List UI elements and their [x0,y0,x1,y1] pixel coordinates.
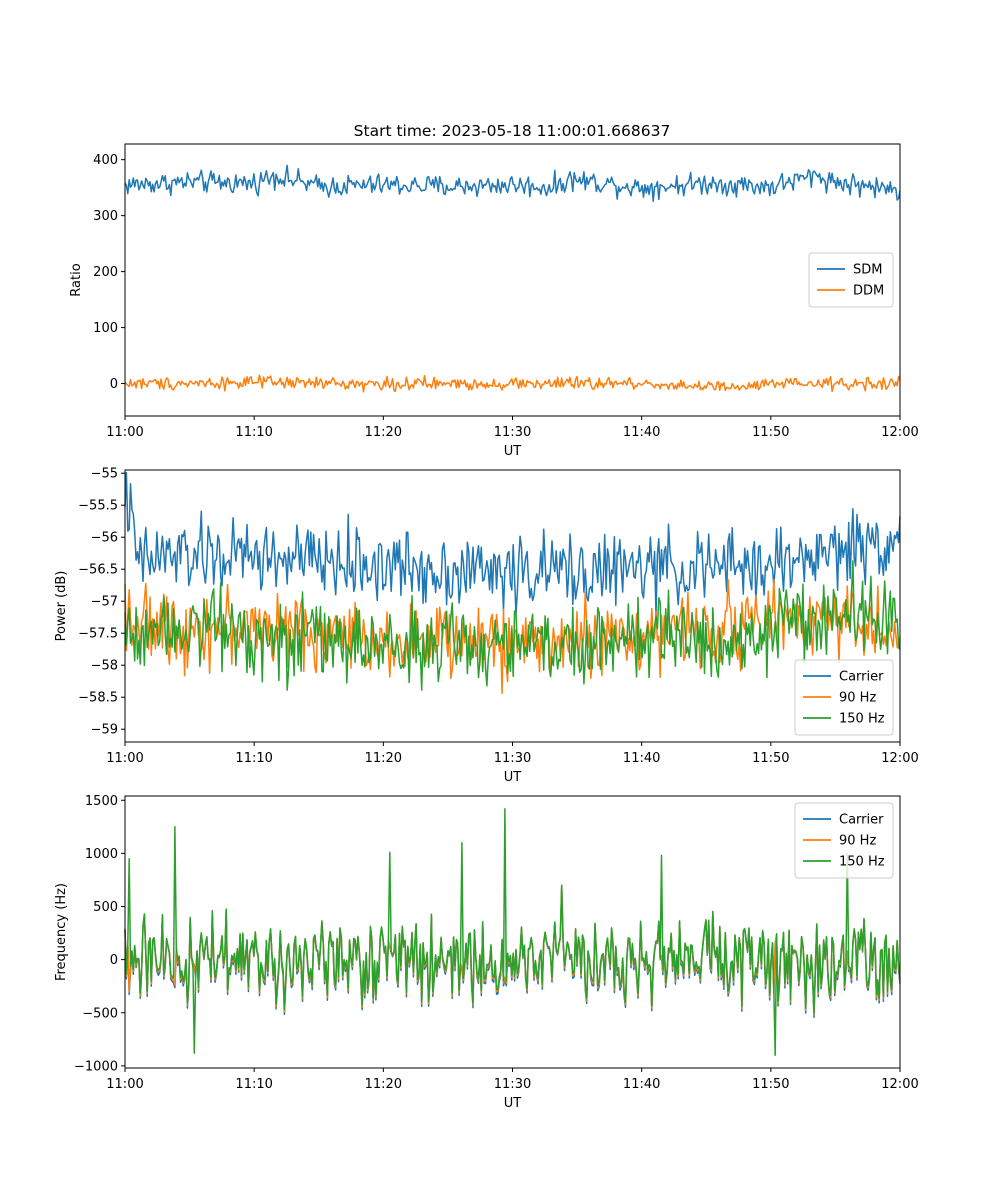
legend-entry: 90 Hz [839,691,876,706]
x-tick-label: 11:30 [494,425,531,440]
x-tick-label: 11:10 [235,425,272,440]
y-tick-label: 0 [110,377,118,392]
x-axis-label: UT [504,444,522,459]
x-tick-label: 11:30 [494,751,531,766]
x-tick-label: 11:50 [752,1077,789,1092]
x-tick-label: 11:40 [623,751,660,766]
legend-box [794,802,894,879]
y-tick-label: −58.5 [78,691,118,706]
y-tick-label: −57 [91,595,118,610]
x-tick-label: 11:50 [752,751,789,766]
legend-entry: Carrier [839,813,884,828]
y-tick-label: 1500 [85,794,118,809]
y-tick-label: −56.5 [78,563,118,578]
legend: Carrier 90 Hz 150 Hz [794,802,894,879]
y-tick-label: −58 [91,659,118,674]
x-tick-label: 11:20 [365,751,402,766]
series-line-carrier [124,471,901,617]
series-line-150-hz [124,560,901,691]
y-tick-label: −55 [91,467,118,482]
x-tick-label: 11:30 [494,1077,531,1092]
x-tick-label: 11:10 [235,751,272,766]
y-tick-label: 500 [93,900,118,915]
y-tick-label: −59 [91,723,118,738]
series-line-150-hz [124,808,901,1057]
y-tick-label: −1000 [74,1059,118,1074]
x-tick-label: 11:00 [106,1077,143,1092]
series-line-sdm [124,164,901,202]
x-tick-label: 12:00 [881,751,918,766]
legend-box [794,659,894,736]
x-tick-label: 11:20 [365,1077,402,1092]
legend-entry: 90 Hz [839,834,876,849]
y-tick-label: 100 [93,321,118,336]
legend-box [808,252,894,308]
y-tick-label: 200 [93,265,118,280]
legend: Carrier 90 Hz 150 Hz [794,659,894,736]
legend-entry: DDM [853,284,884,299]
ratio-panel: 11:00 11:10 11:20 11:30 11:40 11:50 12:00 400 30… [69,143,919,459]
legend-entry: 150 Hz [839,855,885,870]
x-axis-label: UT [504,1096,522,1111]
figure-title: Start time: 2023-05-18 11:00:01.668637 [354,122,671,140]
x-tick-label: 11:00 [106,425,143,440]
x-axis-label: UT [504,770,522,785]
frequency-panel: 11:00 11:10 11:20 11:30 11:40 11:50 12:00 1500 1… [54,794,919,1111]
legend-entry: 150 Hz [839,712,885,727]
power-panel: 11:00 11:10 11:20 11:30 11:40 11:50 12:00 −55 −5… [54,467,919,785]
y-tick-label: 300 [93,209,118,224]
y-tick-label: 0 [110,953,118,968]
legend-entry: Carrier [839,670,884,685]
y-tick-label: 1000 [85,847,118,862]
series-line-ddm [124,374,901,393]
x-tick-label: 12:00 [881,425,918,440]
y-axis-label: Ratio [69,263,84,296]
y-tick-label: −57.5 [78,627,118,642]
y-axis-label: Power (dB) [54,571,69,642]
x-tick-label: 11:20 [365,425,402,440]
legend: SDM DDM [808,252,894,308]
y-axis-label: Frequency (Hz) [54,883,69,981]
y-tick-label: −55.5 [78,499,118,514]
x-tick-label: 11:10 [235,1077,272,1092]
y-tick-label: −500 [82,1006,118,1021]
y-tick-label: −56 [91,531,118,546]
legend-entry: SDM [853,263,882,278]
y-tick-label: 400 [93,153,118,168]
x-tick-label: 11:40 [623,425,660,440]
x-tick-label: 11:50 [752,425,789,440]
x-tick-label: 12:00 [881,1077,918,1092]
x-tick-label: 11:00 [106,751,143,766]
x-tick-label: 11:40 [623,1077,660,1092]
